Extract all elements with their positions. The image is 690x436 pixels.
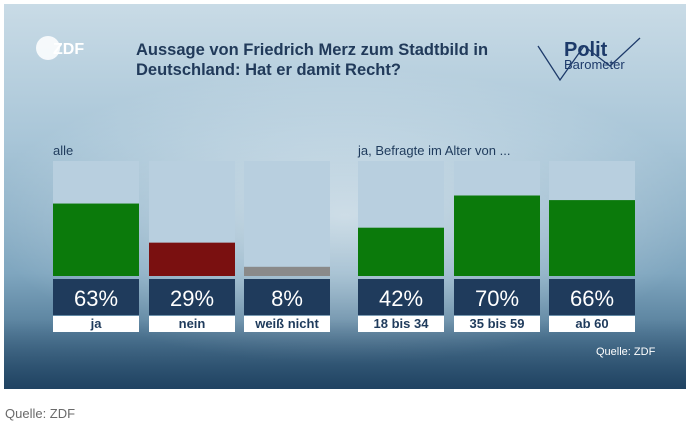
value-label-ab-60: 66% [570,286,614,311]
politbarometer-logo-line-2: Barometer [564,57,625,72]
bar-ab-60 [549,200,635,276]
value-box-18-bis-34 [358,279,444,315]
value-box-weiß-nicht [244,279,330,315]
category-box-ja [53,316,139,332]
category-box-weiß-nicht [244,316,330,332]
zdf-logo: ZDF [36,36,84,60]
bar-weiß-nicht [244,266,330,276]
politbarometer-logo-line-1: Polit [564,39,608,61]
category-box-35-bis-59 [454,316,540,332]
category-label-18-bis-34: 18 bis 34 [374,316,430,331]
value-box-35-bis-59 [454,279,540,315]
value-label-ja: 63% [74,286,118,311]
chart-title-line-1: Aussage von Friedrich Merz zum Stadtbild… [136,41,489,59]
group-label-all: alle [53,143,74,158]
value-label-nein: 29% [170,286,214,311]
category-box-nein [149,316,235,332]
value-label-35-bis-59: 70% [475,286,519,311]
bar-ja [53,203,139,276]
bar-chart: 63% ja 29% nein 8% weiß nicht 42% 18 bis 34 70% 3… [53,161,635,332]
category-label-nein: nein [179,316,206,331]
group-label-age: ja, Befragte im Alter von ... [358,143,511,158]
category-box-18-bis-34 [358,316,444,332]
chart-title: Aussage von Friedrich Merz zum Stadtbild… [136,40,496,80]
value-box-ab-60 [549,279,635,315]
politbarometer-logo: Polit Barometer [537,37,641,82]
chart-title-line-2: Deutschland: Hat er damit Recht? [136,61,401,79]
image-caption-source: Quelle: ZDF [5,406,76,421]
category-label-weiß-nicht: weiß nicht [254,316,319,331]
bar-track-weiß-nicht [244,161,330,276]
bar-35-bis-59 [454,195,540,276]
value-label-18-bis-34: 42% [379,286,423,311]
category-label-ja: ja [90,316,103,331]
value-box-nein [149,279,235,315]
value-box-ja [53,279,139,315]
bar-18-bis-34 [358,227,444,276]
zdf-logo-text: ZDF [53,41,84,58]
category-label-35-bis-59: 35 bis 59 [470,316,525,331]
chart-source-note: Quelle: ZDF [596,346,656,358]
bar-nein [149,242,235,276]
chart-graphic: ZDF Aussage von Friedrich Merz zum Stadt… [4,4,686,389]
category-label-ab-60: ab 60 [575,316,608,331]
value-label-weiß-nicht: 8% [271,286,303,311]
category-box-ab-60 [549,316,635,332]
